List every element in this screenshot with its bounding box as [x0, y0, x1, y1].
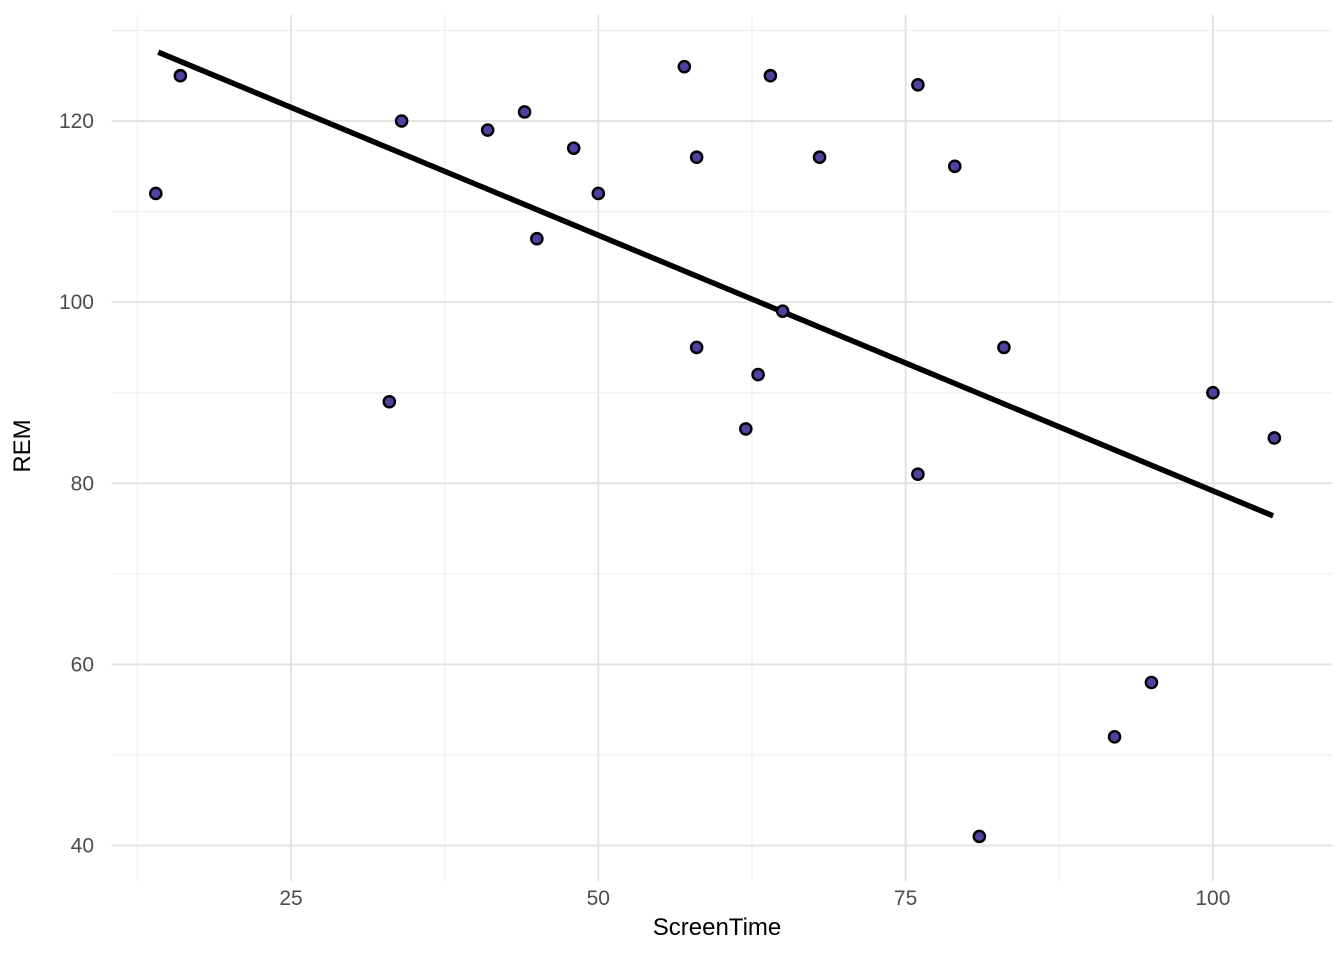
- y-tick-label: 60: [71, 653, 94, 676]
- y-tick-label: 120: [59, 110, 94, 133]
- y-tick-label: 40: [71, 835, 94, 858]
- regression-line: [157, 49, 1275, 519]
- data-point: [911, 77, 925, 92]
- grid-minor-lines: [111, 15, 1332, 881]
- x-tick-label: 25: [279, 887, 302, 910]
- data-point: [394, 114, 409, 128]
- data-point: [1267, 431, 1282, 445]
- data-point: [148, 186, 163, 201]
- grid-major-lines: [111, 15, 1332, 881]
- data-point: [1144, 675, 1159, 690]
- data-point: [812, 150, 827, 165]
- data-point: [911, 467, 925, 481]
- data-point: [1206, 385, 1220, 400]
- data-point: [689, 150, 704, 165]
- data-point: [997, 340, 1011, 355]
- data-point: [566, 141, 581, 155]
- x-tick-label: 100: [1195, 887, 1230, 910]
- data-point: [517, 105, 532, 119]
- data-point: [677, 59, 692, 74]
- data-point: [382, 394, 397, 409]
- x-tick-label: 50: [587, 887, 610, 910]
- axis-tick-labels: 25 50 75 100 40 60 80 100 120: [59, 110, 1230, 910]
- data-point: [530, 231, 544, 246]
- data-point: [775, 304, 790, 318]
- data-point: [972, 829, 987, 844]
- data-point: [1107, 730, 1122, 744]
- data-point: [751, 367, 765, 382]
- data-point: [591, 186, 606, 201]
- x-axis-title: ScreenTime: [653, 914, 781, 941]
- plot-marks: [148, 49, 1282, 844]
- data-point: [739, 422, 753, 436]
- data-point: [480, 123, 495, 137]
- x-tick-label: 75: [894, 887, 917, 910]
- y-tick-label: 80: [71, 472, 94, 495]
- data-point: [689, 340, 704, 355]
- data-point: [173, 68, 188, 83]
- data-point: [947, 159, 962, 174]
- data-point: [763, 68, 778, 83]
- y-axis-title: REM: [9, 419, 36, 472]
- y-tick-label: 100: [59, 291, 94, 314]
